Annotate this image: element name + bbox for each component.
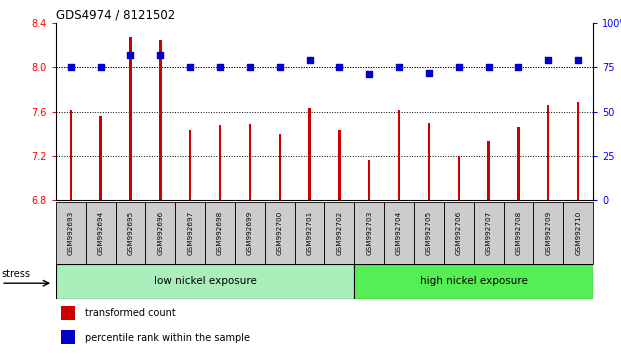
Text: GSM992702: GSM992702	[337, 211, 342, 255]
Bar	[355, 264, 593, 299]
Bar	[265, 202, 294, 264]
Text: stress: stress	[1, 269, 30, 279]
Bar	[504, 202, 533, 264]
Point	[66, 64, 76, 70]
Bar	[324, 202, 355, 264]
Text: GSM992704: GSM992704	[396, 211, 402, 255]
Bar	[235, 202, 265, 264]
Point	[185, 64, 195, 70]
Bar	[368, 160, 371, 200]
Bar	[116, 202, 145, 264]
Point	[304, 57, 314, 63]
Bar	[129, 38, 132, 200]
Text: high nickel exposure: high nickel exposure	[420, 276, 528, 286]
Bar	[86, 202, 116, 264]
Text: GSM992705: GSM992705	[426, 211, 432, 255]
Bar	[338, 130, 340, 200]
Bar	[563, 202, 593, 264]
Point	[215, 64, 225, 70]
Bar	[414, 202, 444, 264]
Bar	[61, 306, 75, 320]
Text: GDS4974 / 8121502: GDS4974 / 8121502	[56, 9, 175, 22]
Text: GSM992710: GSM992710	[575, 211, 581, 255]
Bar	[248, 124, 251, 200]
Bar	[577, 102, 579, 200]
Point	[454, 64, 464, 70]
Text: GSM992695: GSM992695	[127, 211, 134, 255]
Text: GSM992697: GSM992697	[187, 211, 193, 255]
Point	[484, 64, 494, 70]
Bar	[278, 133, 281, 200]
Bar	[428, 122, 430, 200]
Text: GSM992699: GSM992699	[247, 211, 253, 255]
Point	[573, 57, 583, 63]
Point	[96, 64, 106, 70]
Point	[514, 64, 524, 70]
Bar	[145, 202, 175, 264]
Text: transformed count: transformed count	[86, 308, 176, 318]
Point	[155, 52, 165, 58]
Bar	[547, 105, 550, 200]
Bar	[517, 127, 520, 200]
Bar	[474, 202, 504, 264]
Bar	[175, 202, 205, 264]
Text: GSM992693: GSM992693	[68, 211, 74, 255]
Point	[335, 64, 345, 70]
Bar	[56, 202, 86, 264]
Text: GSM992696: GSM992696	[157, 211, 163, 255]
Bar	[294, 202, 324, 264]
Bar	[309, 108, 310, 200]
Text: GSM992701: GSM992701	[307, 211, 312, 255]
Bar	[99, 116, 102, 200]
Bar	[487, 141, 490, 200]
Bar	[56, 264, 355, 299]
Bar	[189, 130, 191, 200]
Bar	[355, 202, 384, 264]
Bar	[398, 110, 401, 200]
Point	[365, 72, 374, 77]
Text: GSM992694: GSM992694	[97, 211, 104, 255]
Bar	[70, 110, 72, 200]
Text: GSM992698: GSM992698	[217, 211, 223, 255]
Bar	[219, 125, 221, 200]
Bar	[205, 202, 235, 264]
Text: GSM992709: GSM992709	[545, 211, 551, 255]
Bar	[458, 156, 460, 200]
Text: GSM992703: GSM992703	[366, 211, 372, 255]
Text: GSM992700: GSM992700	[277, 211, 283, 255]
Text: percentile rank within the sample: percentile rank within the sample	[86, 332, 250, 343]
Point	[245, 64, 255, 70]
Point	[125, 52, 135, 58]
Text: GSM992708: GSM992708	[515, 211, 522, 255]
Point	[274, 64, 284, 70]
Bar	[159, 40, 161, 200]
Point	[424, 70, 434, 75]
Text: GSM992707: GSM992707	[486, 211, 492, 255]
Bar	[61, 330, 75, 344]
Bar	[533, 202, 563, 264]
Text: GSM992706: GSM992706	[456, 211, 462, 255]
Point	[394, 64, 404, 70]
Bar	[444, 202, 474, 264]
Bar	[384, 202, 414, 264]
Point	[543, 57, 553, 63]
Text: low nickel exposure: low nickel exposure	[153, 276, 256, 286]
